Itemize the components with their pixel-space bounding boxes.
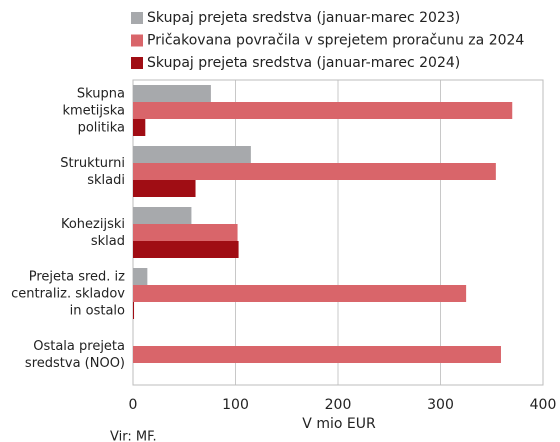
bar xyxy=(133,102,513,119)
bar xyxy=(133,346,501,363)
bar xyxy=(133,302,135,319)
bar xyxy=(133,241,239,258)
x-tick-label: 100 xyxy=(222,397,249,413)
bar xyxy=(133,224,238,241)
legend-swatch xyxy=(131,34,143,47)
bar xyxy=(133,146,251,163)
source: Vir: MF. xyxy=(110,430,157,442)
bar xyxy=(133,285,467,302)
y-tick-label: Prejeta sred. iz centraliz. skladov in o… xyxy=(11,269,125,318)
legend-swatch xyxy=(131,57,143,69)
x-tick-label: 400 xyxy=(530,397,557,413)
bar xyxy=(133,119,146,136)
x-tick-label: 200 xyxy=(325,397,352,413)
y-tick-label: Skupna kmetijska politika xyxy=(62,86,125,135)
x-tick-label: 300 xyxy=(427,397,454,413)
y-tick-label: Kohezijski sklad xyxy=(60,216,125,249)
y-tick-label: Strukturni skladi xyxy=(60,155,125,188)
x-axis-label: V mio EUR xyxy=(302,416,376,432)
bar xyxy=(133,180,196,197)
bar xyxy=(133,163,496,180)
bar xyxy=(133,268,148,285)
y-tick-label: Ostala prejeta sredstva (NOO) xyxy=(24,338,125,371)
x-tick-label: 0 xyxy=(129,397,138,413)
legend-label: Skupaj prejeta sredstva (januar-marec 20… xyxy=(147,55,460,71)
bar xyxy=(133,207,192,224)
legend-swatch xyxy=(131,12,143,24)
legend-label: Pričakovana povračila v sprejetem prorač… xyxy=(147,33,524,49)
bar xyxy=(133,85,211,102)
legend-label: Skupaj prejeta sredstva (januar-marec 20… xyxy=(147,10,460,26)
